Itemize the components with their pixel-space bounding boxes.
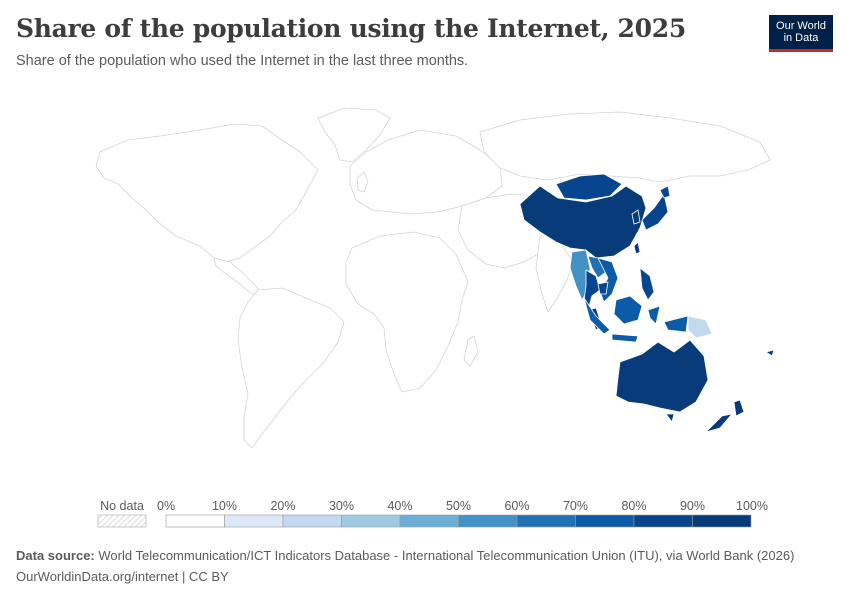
- legend-ticks: 0% 10% 20% 30% 40% 50% 60% 70% 80% 90% 100%: [157, 499, 768, 513]
- south-korea: [631, 209, 641, 225]
- logo-line-1: Our World: [776, 20, 826, 32]
- legend-bin-4[interactable]: [399, 514, 459, 528]
- owid-logo[interactable]: Our World in Data: [769, 15, 833, 52]
- new-zealand-south: [705, 413, 733, 433]
- legend-tick-label: 40%: [387, 499, 412, 513]
- cambodia: [597, 281, 609, 295]
- legend-tick-label: 30%: [329, 499, 354, 513]
- legend-tick-label: 60%: [504, 499, 529, 513]
- laos: [587, 255, 607, 279]
- legend-bin-7[interactable]: [575, 514, 635, 528]
- chart-title: Share of the population using the Intern…: [16, 14, 686, 43]
- russia: [479, 111, 771, 183]
- greenland: [317, 107, 391, 163]
- australia: [615, 339, 709, 413]
- data-source-text[interactable]: World Telecommunication/ICT Indicators D…: [98, 548, 795, 563]
- taiwan: [633, 241, 641, 255]
- mongolia: [555, 173, 623, 201]
- legend-bin-8[interactable]: [633, 514, 693, 528]
- united-kingdom: [356, 171, 369, 193]
- data-source-label: Data source:: [16, 548, 95, 563]
- color-legend: No data 0% 10% 20% 30% 40% 50% 60% 70% 80% 90% 100…: [97, 499, 768, 528]
- legend-bin-6[interactable]: [516, 514, 576, 528]
- new-zealand-north: [733, 399, 745, 417]
- papua-indonesia: [663, 315, 689, 333]
- legend-tick-label: 80%: [621, 499, 646, 513]
- philippines: [639, 267, 655, 301]
- thailand: [583, 269, 601, 311]
- data-countries: [519, 173, 775, 433]
- legend-bin-9[interactable]: [692, 514, 752, 528]
- hokkaido: [659, 185, 671, 199]
- legend-bin-3[interactable]: [341, 514, 401, 528]
- fiji: [765, 349, 775, 357]
- legend-tick-label: 10%: [212, 499, 237, 513]
- legend-tick-label: 20%: [270, 499, 295, 513]
- legend-no-data-label: No data: [100, 499, 144, 513]
- japan: [641, 193, 669, 231]
- south-america: [237, 287, 345, 449]
- logo-line-2: in Data: [783, 32, 819, 44]
- legend-tick-label: 50%: [446, 499, 471, 513]
- borneo: [613, 295, 643, 325]
- legend-tick-label: 90%: [680, 499, 705, 513]
- legend-tick-label: 0%: [157, 499, 175, 513]
- papua-new-guinea: [687, 315, 713, 339]
- vietnam: [597, 257, 619, 303]
- chart-subtitle: Share of the population who used the Int…: [16, 53, 469, 69]
- legend-bins: [165, 514, 752, 528]
- madagascar: [463, 335, 479, 367]
- china: [519, 185, 647, 259]
- north-america: [95, 123, 319, 263]
- sumatra: [583, 297, 611, 335]
- legend-tick-label: 100%: [736, 499, 768, 513]
- data-source: Data source: World Telecommunication/ICT…: [16, 548, 794, 563]
- legend-tick-label: 70%: [563, 499, 588, 513]
- central-america: [213, 257, 261, 295]
- legend-no-data-swatch: [97, 514, 147, 528]
- legend-bin-5[interactable]: [458, 514, 518, 528]
- legend-bin-1[interactable]: [224, 514, 284, 528]
- citation-link[interactable]: OurWorldinData.org/internet | CC BY: [16, 569, 229, 584]
- tasmania: [665, 413, 675, 423]
- sulawesi: [647, 305, 661, 325]
- world-map[interactable]: [0, 90, 850, 470]
- legend-bin-0[interactable]: [165, 514, 225, 528]
- legend-bin-2[interactable]: [282, 514, 342, 528]
- java: [611, 333, 639, 343]
- africa: [345, 231, 469, 393]
